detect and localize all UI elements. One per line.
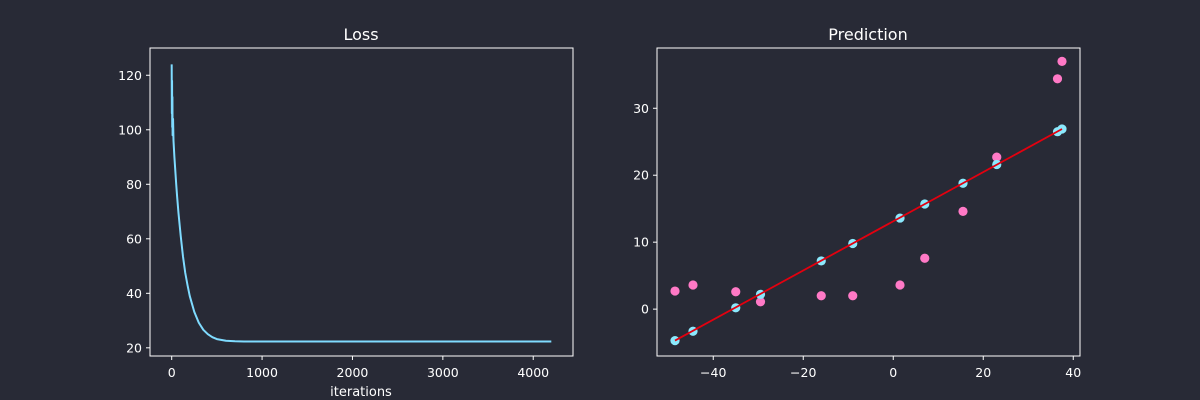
prediction-y-tick-label: 30 (633, 101, 649, 116)
prediction-point-series-0 (992, 152, 1002, 162)
prediction-x-tick-label: −40 (700, 365, 726, 380)
prediction-point-series-0 (755, 297, 766, 307)
loss-y-tick-label: 120 (118, 68, 142, 83)
loss-x-tick-label: 2000 (337, 365, 369, 380)
loss-x-tick-label: 0 (168, 365, 176, 380)
loss-y-tick-label: 100 (118, 122, 142, 137)
prediction-y-tick-label: 20 (633, 168, 649, 183)
loss-x-tick-label: 3000 (427, 365, 459, 380)
prediction-point-series-0 (670, 286, 680, 296)
loss-y-tick-label: 20 (126, 340, 142, 355)
loss-series-line (170, 64, 552, 343)
loss-y-tick-label: 40 (126, 286, 142, 301)
prediction-x-tick-label: 20 (975, 365, 991, 380)
prediction-y-tick-label: 0 (641, 302, 649, 317)
prediction-point-series-0 (1057, 56, 1067, 66)
prediction-fit-line (674, 128, 1063, 342)
loss-chart: Loss iterations 0 1000 2000 3000 4000 20 40 60 8… (118, 25, 574, 400)
loss-x-tick-label: 1000 (246, 365, 278, 380)
loss-x-axis-label: iterations (330, 385, 392, 400)
loss-axes-frame (149, 47, 574, 357)
prediction-point-series-0 (958, 206, 968, 216)
prediction-point-series-0 (848, 291, 858, 301)
prediction-point-series-0 (688, 280, 698, 290)
prediction-chart-title: Prediction (828, 25, 907, 44)
prediction-x-tick-label: 40 (1065, 365, 1081, 380)
prediction-x-tick-label: 0 (889, 365, 897, 380)
prediction-y-tick-label: 10 (633, 235, 649, 250)
prediction-point-series-0 (816, 291, 826, 301)
prediction-point-series-0 (920, 253, 930, 263)
prediction-point-series-0 (1052, 74, 1063, 84)
prediction-point-series-0 (731, 287, 741, 297)
prediction-x-tick-label: −20 (790, 365, 816, 380)
prediction-chart: Prediction −40 −20 0 20 40 0 10 20 30 (633, 25, 1081, 380)
prediction-axes-frame (656, 47, 1081, 357)
loss-chart-title: Loss (343, 25, 378, 44)
loss-y-tick-label: 80 (126, 177, 142, 192)
loss-x-tick-label: 4000 (517, 365, 549, 380)
loss-y-tick-label: 60 (126, 231, 142, 246)
prediction-point-series-0 (895, 280, 905, 290)
